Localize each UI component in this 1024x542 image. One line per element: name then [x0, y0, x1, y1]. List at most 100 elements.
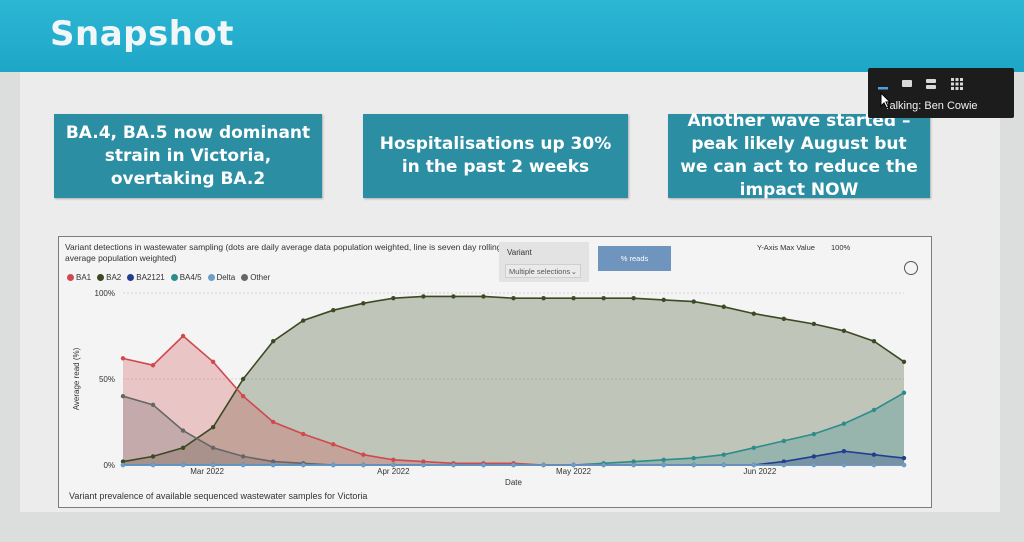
slide-title: Snapshot — [50, 14, 235, 54]
data-point — [751, 311, 757, 316]
data-point — [631, 462, 636, 468]
data-point — [901, 455, 907, 461]
legend-item-ba45[interactable]: BA4/5 — [170, 273, 202, 282]
data-point — [391, 295, 396, 301]
legend-label: BA4/5 — [179, 273, 202, 282]
gallery-view-icon[interactable] — [950, 77, 964, 91]
strip-view-icon[interactable] — [924, 77, 938, 91]
data-point — [301, 462, 306, 468]
x-tick-label: Apr 2022 — [377, 467, 410, 476]
data-point — [631, 459, 636, 464]
data-point — [481, 462, 486, 468]
series-area-ba2121 — [123, 451, 904, 465]
circle-icon[interactable] — [904, 261, 918, 275]
series-area-ba45 — [123, 392, 904, 465]
data-point — [270, 462, 276, 468]
data-point — [661, 457, 666, 463]
data-point — [661, 297, 666, 303]
chart-legend: BA1 BA2 BA2121 BA4/5 Delta Other — [67, 273, 270, 282]
speaker-view-icon[interactable] — [900, 77, 914, 91]
mouse-cursor-icon — [880, 92, 892, 109]
data-point — [661, 462, 666, 468]
data-point — [691, 462, 696, 468]
data-point — [721, 462, 726, 468]
data-point — [301, 431, 306, 437]
data-point — [811, 431, 817, 437]
y-tick-label: 100% — [95, 289, 115, 298]
callout-variant-dominance: BA.4, BA.5 now dominant strain in Victor… — [54, 114, 322, 198]
legend-label: BA2121 — [136, 273, 165, 282]
data-point — [751, 445, 757, 450]
data-point — [120, 462, 126, 468]
callout-text: BA.4, BA.5 now dominant strain in Victor… — [65, 122, 311, 189]
y-tick-label: 0% — [103, 461, 115, 470]
data-point — [421, 462, 426, 468]
series-area-ba2 — [123, 296, 904, 465]
data-point — [120, 356, 126, 361]
variant-filter: Variant Multiple selections ⌄ — [499, 242, 589, 282]
data-point — [781, 462, 787, 468]
data-point — [601, 295, 606, 301]
legend-item-ba2[interactable]: BA2 — [97, 273, 121, 282]
data-point — [901, 462, 907, 468]
data-point — [301, 318, 306, 323]
legend-item-ba1[interactable]: BA1 — [67, 273, 91, 282]
legend-label: Delta — [216, 273, 236, 282]
data-point — [601, 462, 606, 468]
data-point — [511, 295, 516, 301]
data-point — [691, 299, 696, 304]
data-point — [721, 304, 726, 309]
legend-item-ba2121[interactable]: BA2121 — [127, 273, 165, 282]
data-point — [841, 328, 847, 334]
data-point — [210, 424, 216, 430]
legend-dot — [67, 274, 74, 281]
data-point — [811, 454, 817, 459]
slide-header: Snapshot — [0, 0, 1024, 72]
data-point — [331, 462, 336, 468]
x-tick-label: Mar 2022 — [190, 467, 224, 476]
legend-label: BA1 — [76, 273, 92, 282]
data-point — [751, 462, 757, 468]
data-point — [210, 462, 216, 468]
x-tick-label: May 2022 — [556, 467, 592, 476]
data-point — [180, 462, 186, 468]
data-point — [150, 454, 156, 459]
data-point — [270, 459, 276, 464]
data-point — [781, 438, 787, 444]
legend-item-other[interactable]: Other — [241, 273, 270, 282]
legend-dot — [207, 274, 215, 281]
talking-indicator: Talking: Ben Cowie — [884, 100, 978, 112]
data-point — [240, 376, 246, 382]
data-point — [571, 295, 576, 301]
data-point — [361, 452, 366, 457]
callout-hospitalisations: Hospitalisations up 30% in the past 2 we… — [363, 114, 628, 198]
variant-dropdown-value: Multiple selections — [509, 267, 571, 276]
variant-chart-panel: Variant detections in wastewater samplin… — [58, 236, 932, 508]
data-point — [150, 462, 156, 468]
ymax-label: Y-Axis Max Value — [757, 243, 815, 252]
legend-dot — [97, 274, 105, 281]
data-point — [541, 462, 546, 468]
minimize-view-icon[interactable] — [876, 77, 890, 91]
data-point — [871, 452, 877, 457]
ymax-value[interactable]: 100% — [831, 243, 851, 252]
percent-reads-button[interactable]: % reads — [598, 246, 671, 271]
data-point — [421, 294, 426, 299]
callout-text: Another wave started – peak likely Augus… — [680, 111, 918, 200]
data-point — [901, 390, 907, 395]
data-point — [451, 294, 456, 299]
data-point — [331, 308, 336, 313]
y-tick-label: 50% — [99, 375, 115, 384]
data-point — [210, 359, 216, 364]
data-point — [270, 419, 276, 425]
data-point — [841, 449, 847, 454]
series-area-other — [123, 396, 904, 465]
legend-item-delta[interactable]: Delta — [207, 273, 236, 282]
data-point — [361, 301, 366, 306]
legend-label: Other — [250, 273, 271, 282]
data-point — [120, 459, 126, 464]
data-point — [391, 457, 396, 463]
variant-dropdown[interactable]: Multiple selections ⌄ — [505, 264, 581, 278]
data-point — [871, 462, 877, 468]
callout-text: Hospitalisations up 30% in the past 2 we… — [379, 134, 612, 177]
